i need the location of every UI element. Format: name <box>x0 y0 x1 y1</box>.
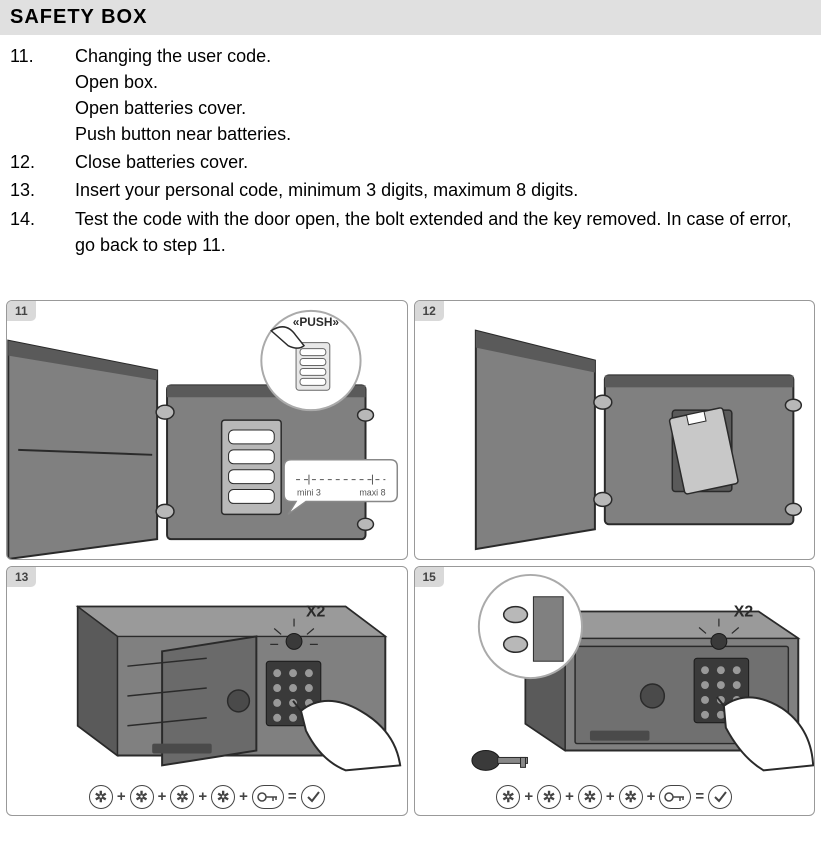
x2-label: X2 <box>733 603 753 620</box>
min-label: mini 3 <box>297 487 321 497</box>
star-icon: ✲ <box>496 785 520 809</box>
instruction-text: Close batteries cover. <box>75 149 811 175</box>
panel-number: 11 <box>7 301 36 321</box>
key-icon <box>252 785 284 809</box>
equals-sign: = <box>695 788 704 805</box>
plus-sign: + <box>117 788 126 805</box>
star-icon: ✲ <box>578 785 602 809</box>
x2-label: X2 <box>306 603 326 620</box>
plus-sign: + <box>565 788 574 805</box>
instruction-number: 14. <box>10 206 75 258</box>
push-label: «PUSH» <box>293 315 340 329</box>
panel-number: 15 <box>415 567 444 587</box>
equals-sign: = <box>288 788 297 805</box>
max-label: maxi 8 <box>359 487 385 497</box>
diagram-15: X2 <box>415 567 815 780</box>
panel-11: 11 «PUSH» <box>6 300 408 560</box>
panel-12: 12 <box>414 300 816 560</box>
plus-sign: + <box>647 788 656 805</box>
instruction-text: Test the code with the door open, the bo… <box>75 206 811 258</box>
instruction-number: 13. <box>10 177 75 203</box>
instruction-line: Open box. <box>75 69 811 95</box>
diagram-13: X2 <box>7 567 407 780</box>
instruction-row: 13. Insert your personal code, minimum 3… <box>10 177 811 203</box>
instruction-line: Open batteries cover. <box>75 95 811 121</box>
instruction-text: Insert your personal code, minimum 3 dig… <box>75 177 811 203</box>
instruction-line: Push button near batteries. <box>75 121 811 147</box>
plus-sign: + <box>606 788 615 805</box>
star-icon: ✲ <box>537 785 561 809</box>
section-title: SAFETY BOX <box>10 6 147 28</box>
diagram-11: «PUSH» mini 3 maxi 8 <box>7 301 407 559</box>
star-icon: ✲ <box>130 785 154 809</box>
instruction-text: Changing the user code. Open box. Open b… <box>75 43 811 147</box>
instruction-line: Changing the user code. <box>75 43 811 69</box>
panel-15: 15 X2 <box>414 566 816 816</box>
diagram-12 <box>415 301 815 559</box>
plus-sign: + <box>524 788 533 805</box>
plus-sign: + <box>239 788 248 805</box>
formula-row: ✲ + ✲ + ✲ + ✲ + = <box>415 785 815 809</box>
plus-sign: + <box>198 788 207 805</box>
star-icon: ✲ <box>619 785 643 809</box>
check-icon <box>301 785 325 809</box>
plus-sign: + <box>158 788 167 805</box>
instruction-row: 12. Close batteries cover. <box>10 149 811 175</box>
panel-number: 13 <box>7 567 36 587</box>
instruction-row: 14. Test the code with the door open, th… <box>10 206 811 258</box>
section-header: SAFETY BOX <box>0 0 821 35</box>
panel-13: 13 <box>6 566 408 816</box>
check-icon <box>708 785 732 809</box>
diagram-grid: 11 «PUSH» <box>0 260 821 822</box>
star-icon: ✲ <box>89 785 113 809</box>
key-icon <box>659 785 691 809</box>
instruction-row: 11. Changing the user code. Open box. Op… <box>10 43 811 147</box>
star-icon: ✲ <box>170 785 194 809</box>
star-icon: ✲ <box>211 785 235 809</box>
instructions-block: 11. Changing the user code. Open box. Op… <box>0 35 821 258</box>
formula-row: ✲ + ✲ + ✲ + ✲ + = <box>7 785 407 809</box>
instruction-number: 12. <box>10 149 75 175</box>
instruction-number: 11. <box>10 43 75 147</box>
panel-number: 12 <box>415 301 444 321</box>
